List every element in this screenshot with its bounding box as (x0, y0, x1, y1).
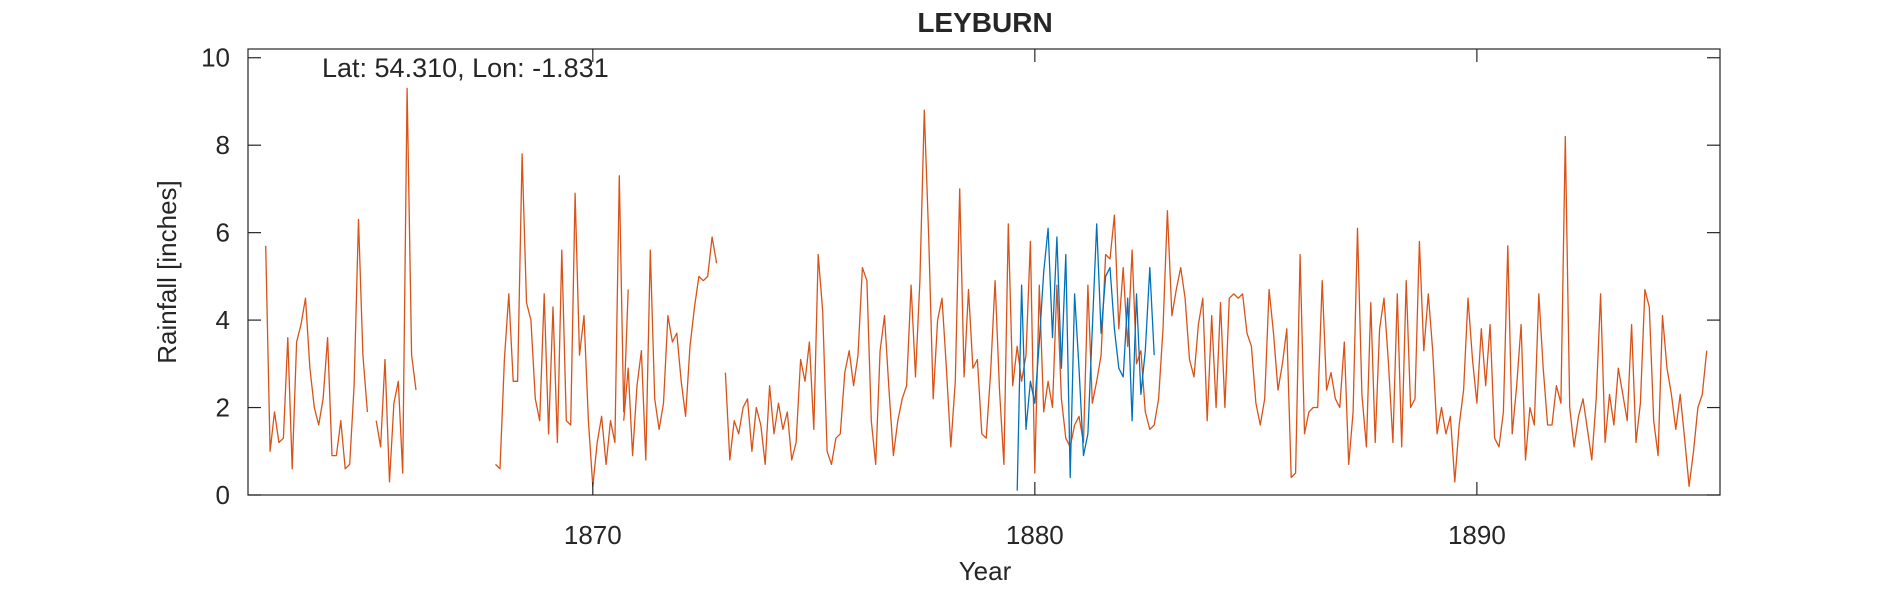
series-2-segment-1 (1016, 223, 1155, 491)
y-tick-label: 4 (216, 305, 230, 335)
series-1-segment-4 (623, 236, 718, 461)
series-1-segment-2 (375, 87, 417, 483)
x-tick-label: 1880 (1006, 520, 1064, 550)
series-layer (265, 87, 1708, 491)
series-1-segment-5 (724, 109, 1708, 487)
axes-layer (247, 48, 1721, 496)
y-tick-label: 8 (216, 130, 230, 160)
x-axis-label: Year (959, 556, 1012, 586)
location-annotation: Lat: 54.310, Lon: -1.831 (322, 53, 609, 83)
x-tick-label: 1890 (1448, 520, 1506, 550)
y-tick-label: 2 (216, 393, 230, 423)
y-tick-label: 10 (201, 43, 230, 73)
series-1-segment-1 (265, 218, 369, 470)
ticks-layer: 1870 1880 1890 0 2 4 6 8 10 (201, 43, 1720, 550)
series-1-segment-3 (495, 153, 629, 487)
y-axis-label: Rainfall [inches] (152, 180, 182, 364)
plot-frame (247, 48, 1721, 496)
y-tick-label: 0 (216, 480, 230, 510)
x-tick-label: 1870 (564, 520, 622, 550)
y-tick-label: 6 (216, 218, 230, 248)
chart-title: LEYBURN (917, 7, 1052, 38)
